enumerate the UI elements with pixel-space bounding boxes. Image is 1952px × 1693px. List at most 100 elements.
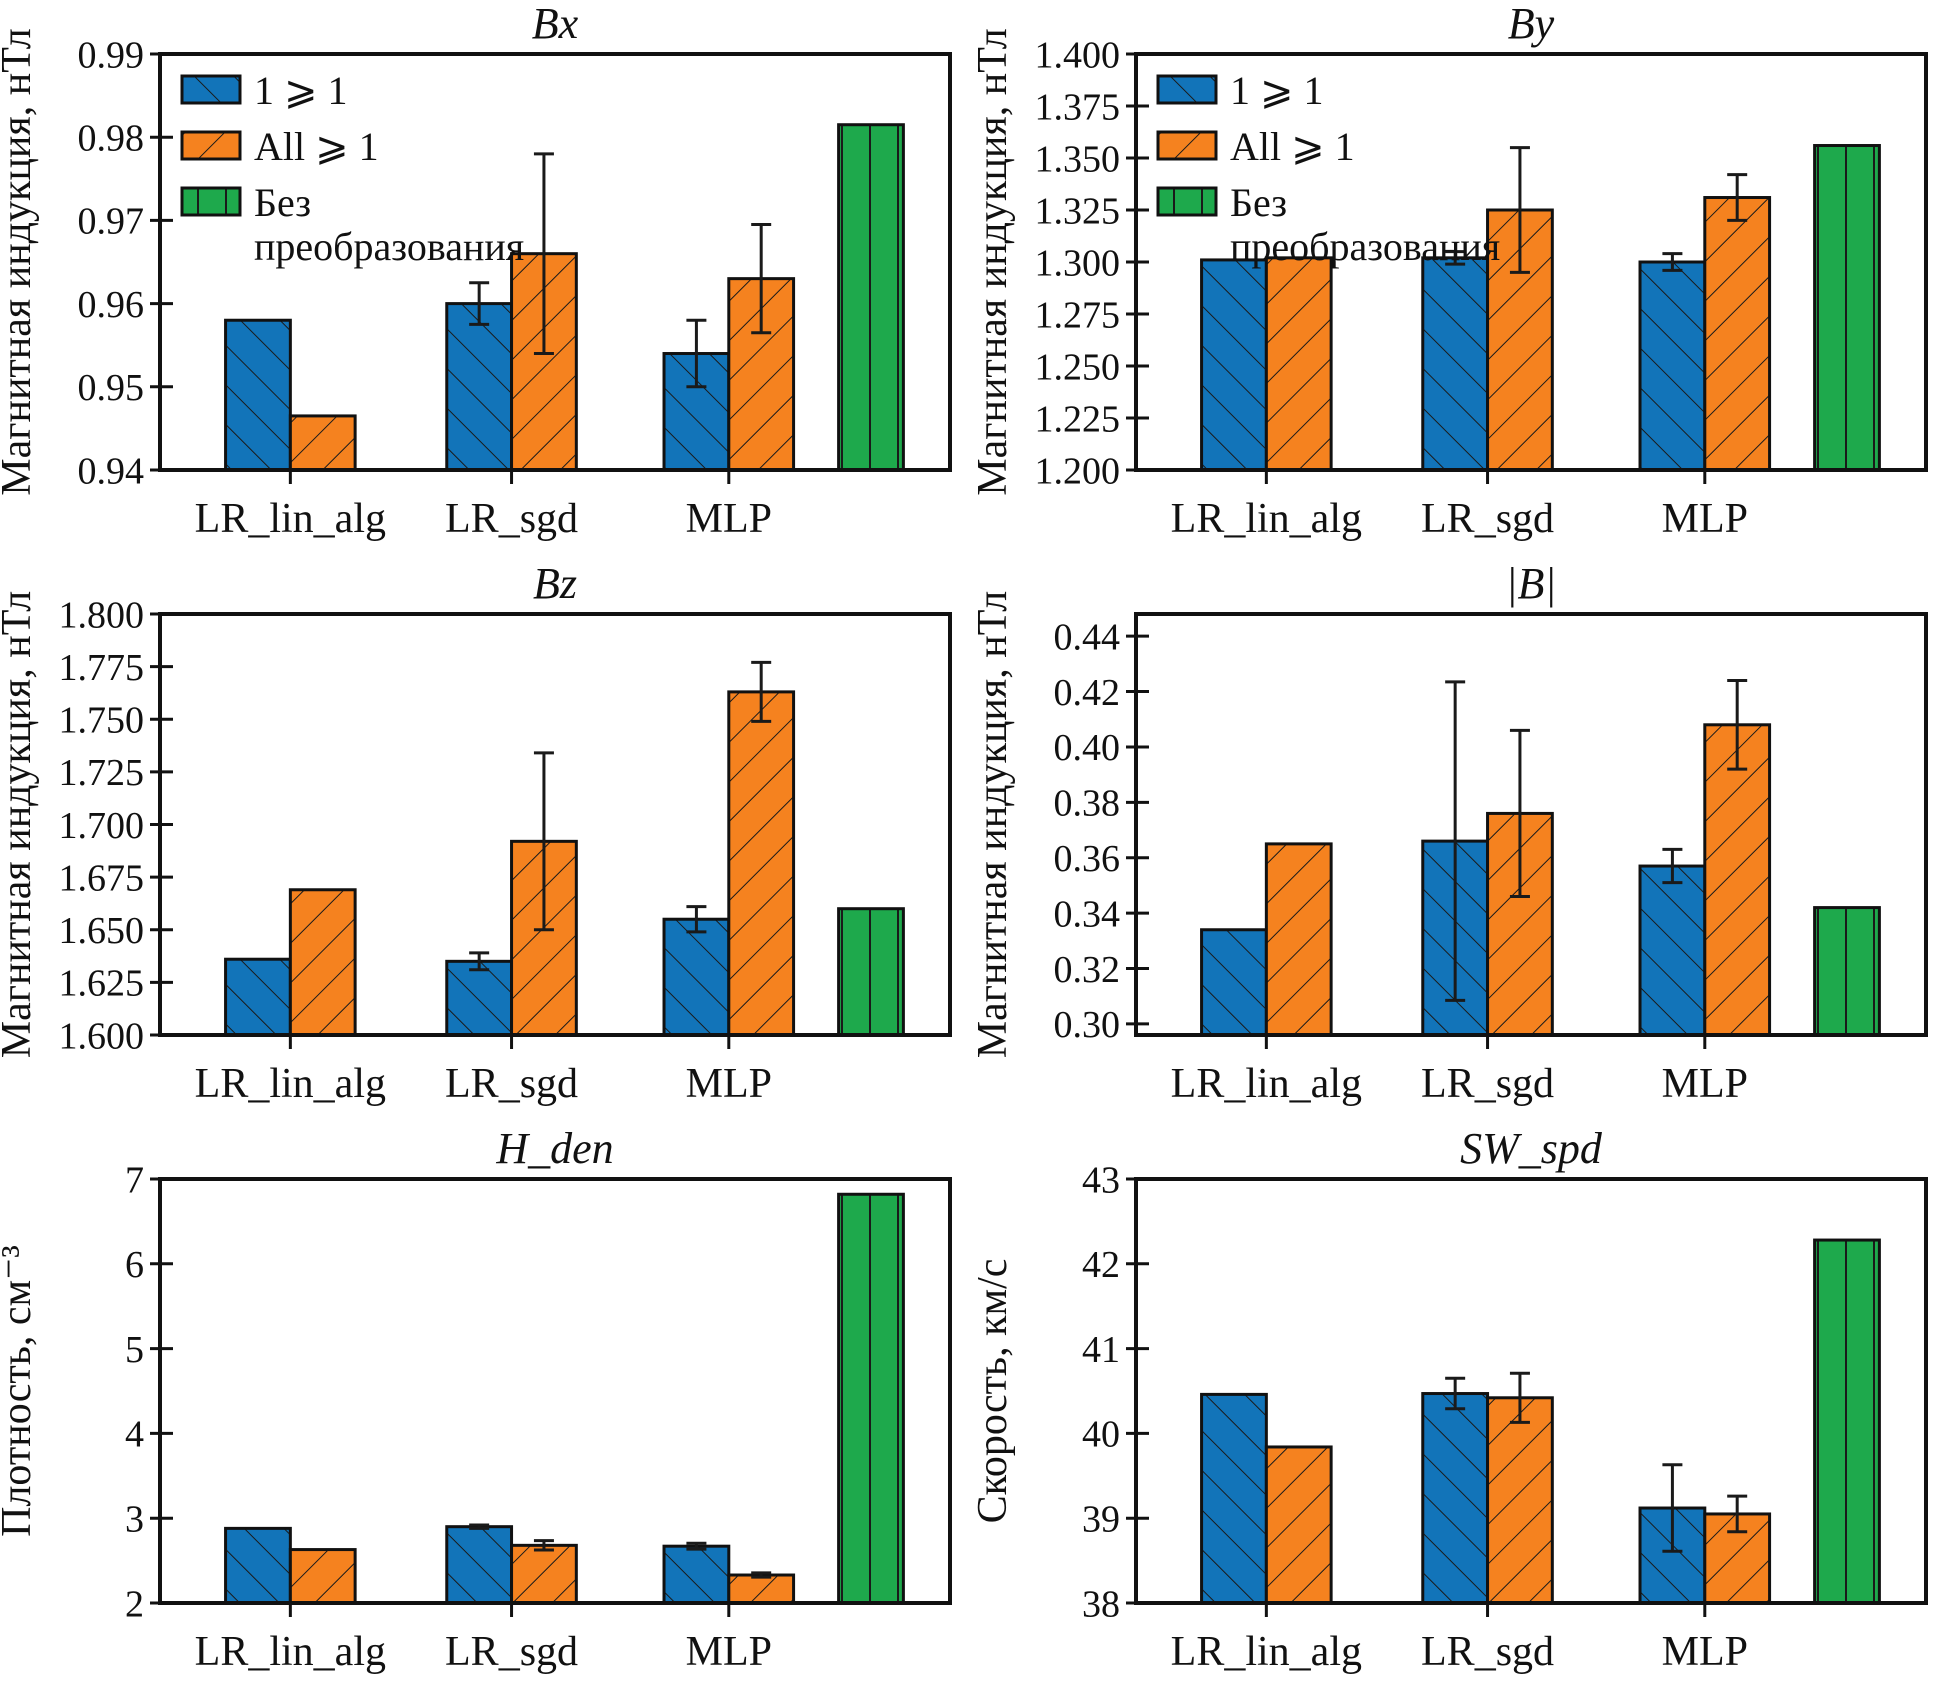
y-tick-label: 7	[125, 1159, 144, 1201]
bar-blue-MLP	[662, 917, 731, 1037]
panel-title: H_den	[495, 1125, 613, 1173]
panel-b-abs: |B| Магнитная индукция, нТл 0.30 0.32 0.34 0.…	[976, 560, 1952, 1125]
error-bar	[1445, 250, 1466, 266]
error-bar	[1445, 680, 1466, 1002]
bar-orange-MLP	[1703, 723, 1772, 1037]
error-bar	[1509, 146, 1530, 274]
panel-title: SW_spd	[1460, 1125, 1603, 1173]
legend-swatch-blue	[1156, 74, 1218, 105]
error-bar	[1727, 1494, 1748, 1534]
panel-title: Bx	[532, 0, 579, 48]
chart-bz: Bz Магнитная индукция, нТл 1.600 1.625 1.650…	[0, 560, 952, 1107]
bar-orange-MLP	[1703, 196, 1772, 472]
error-bar	[533, 1539, 554, 1552]
bar-orange-MLP	[727, 1573, 796, 1605]
y-axis-label: Магнитная индукция, нТл	[976, 28, 1016, 495]
error-bar	[1445, 1376, 1466, 1411]
chart-bx: Bx Магнитная индукция, нТл 0.94 0.95 0.96 0.9…	[0, 0, 952, 542]
y-tick-label: 1.325	[1035, 190, 1121, 232]
x-category-label: MLP	[686, 496, 772, 542]
legend-label: Без	[1230, 180, 1287, 225]
error-bar	[751, 660, 772, 723]
legend-swatch-green	[180, 186, 242, 217]
x-category-label: LR_sgd	[1421, 1629, 1554, 1675]
y-tick-label: 0.97	[78, 201, 145, 243]
axes-box	[1134, 612, 1928, 1037]
panel-title: By	[1508, 0, 1555, 48]
y-tick-label: 1.650	[59, 910, 145, 952]
legend-item-one-ge-one: 1 ⩾ 1	[1156, 68, 1324, 113]
panel-title: |B|	[1505, 560, 1556, 608]
chart-hden: H_den Плотность, см⁻³ 2 3 4 5 6 7 LR_lin_alg LR_s…	[0, 1125, 952, 1675]
panel-bx: Bx Магнитная индукция, нТл 0.94 0.95 0.96 0.9…	[0, 0, 976, 560]
legend-label: All ⩾ 1	[1230, 124, 1355, 169]
bar-blue-LR_sgd	[1421, 1392, 1490, 1605]
bar-blue-LR_lin_alg	[224, 318, 292, 472]
y-tick-label: 1.675	[59, 857, 145, 899]
panel-title: Bz	[533, 560, 577, 608]
y-axis-label: Магнитная индукция, нТл	[976, 591, 1016, 1058]
y-tick-label: 1.725	[59, 752, 145, 794]
bar-orange-LR_lin_alg	[1264, 842, 1333, 1037]
bar-blue-LR_sgd	[445, 959, 514, 1037]
bar-green-no-transform	[837, 123, 905, 472]
y-tick-label: 1.800	[59, 594, 145, 636]
x-category-label: MLP	[686, 1061, 772, 1107]
y-tick-label: 0.95	[78, 367, 145, 409]
bar-orange-LR_sgd	[1486, 1396, 1554, 1605]
x-category-label: LR_lin_alg	[195, 1061, 386, 1107]
bar-green-no-transform	[1813, 1238, 1881, 1605]
error-bar	[469, 281, 490, 326]
y-tick-label: 0.42	[1054, 672, 1121, 714]
x-category-label: LR_lin_alg	[1171, 496, 1362, 542]
bar-blue-LR_sgd	[445, 1525, 514, 1605]
y-axis-label: Плотность, см⁻³	[0, 1245, 40, 1537]
bar-blue-MLP	[662, 1544, 731, 1605]
y-tick-label: 0.94	[78, 450, 145, 492]
error-bar	[533, 751, 554, 932]
y-tick-label: 1.700	[59, 805, 145, 847]
error-bar	[751, 1571, 772, 1579]
error-bar	[533, 152, 554, 356]
bar-orange-LR_lin_alg	[1264, 256, 1333, 472]
x-category-label: LR_sgd	[445, 1061, 578, 1107]
x-category-label: MLP	[686, 1629, 772, 1675]
bar-blue-LR_sgd	[1421, 256, 1490, 472]
x-category-label: MLP	[1662, 496, 1748, 542]
y-tick-label: 1.600	[59, 1015, 145, 1057]
y-tick-label: 0.96	[78, 284, 145, 326]
chart-b: |B| Магнитная индукция, нТл 0.30 0.32 0.34 0.…	[976, 560, 1928, 1107]
bar-blue-MLP	[1638, 260, 1707, 472]
bar-blue-LR_lin_alg	[224, 1526, 292, 1605]
y-tick-label: 3	[125, 1499, 144, 1541]
y-tick-label: 1.200	[1035, 450, 1121, 492]
error-bar	[1509, 728, 1530, 899]
legend-label: 1 ⩾ 1	[254, 68, 348, 113]
legend-item-all-ge-one: All ⩾ 1	[180, 124, 379, 169]
y-tick-label: 1.375	[1035, 86, 1121, 128]
y-tick-label: 38	[1082, 1583, 1120, 1625]
y-tick-label: 5	[125, 1329, 144, 1371]
panel-h-den: H_den Плотность, см⁻³ 2 3 4 5 6 7 LR_lin_alg LR_s…	[0, 1125, 976, 1693]
y-tick-label: 2	[125, 1583, 144, 1625]
y-tick-label: 1.750	[59, 700, 145, 742]
error-bar	[1727, 678, 1748, 771]
y-axis-label: Магнитная индукция, нТл	[0, 28, 40, 495]
y-tick-label: 0.44	[1054, 616, 1121, 658]
x-category-label: LR_sgd	[1421, 1061, 1554, 1107]
legend-label: преобразования	[254, 224, 524, 269]
bar-blue-LR_lin_alg	[1200, 928, 1268, 1037]
panel-sw-spd: SW_spd Скорость, км/с 38 39 40 41 42 43 LR_lin_a…	[976, 1125, 1952, 1693]
bar-green-no-transform	[837, 1192, 905, 1605]
y-tick-label: 39	[1082, 1499, 1120, 1541]
y-tick-label: 0.34	[1054, 893, 1121, 935]
legend-label: All ⩾ 1	[254, 124, 379, 169]
bar-orange-LR_lin_alg	[288, 1548, 357, 1605]
error-bar	[1662, 847, 1683, 885]
x-category-label: LR_lin_alg	[195, 1629, 386, 1675]
error-bar	[686, 318, 707, 389]
panel-bz: Bz Магнитная индукция, нТл 1.600 1.625 1.650…	[0, 560, 976, 1125]
bar-blue-MLP	[1638, 864, 1707, 1037]
